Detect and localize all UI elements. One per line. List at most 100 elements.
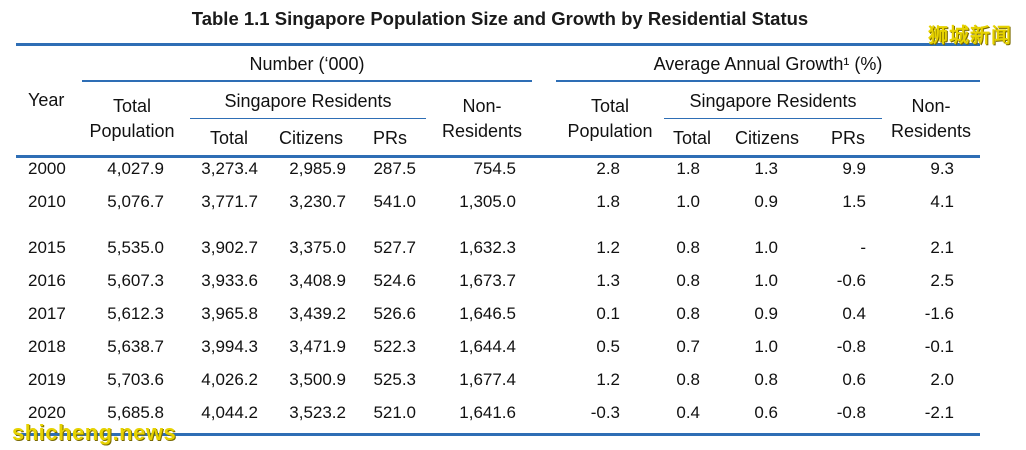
cell-year: 2016 (28, 271, 66, 290)
cell-growth-prs: - (860, 238, 866, 257)
header-singapore-residents: Singapore Residents (224, 91, 392, 111)
top-rule (16, 43, 980, 46)
cell-year: 2018 (28, 337, 66, 356)
cell-prs: 522.3 (373, 337, 416, 356)
header-number-group: Number (‘000) (249, 54, 365, 74)
cell-non-residents: 1,644.4 (459, 337, 516, 356)
cell-residents-total: 4,026.2 (201, 370, 258, 389)
cell-growth-citizens: 1.3 (754, 159, 778, 178)
cell-non-residents: 1,677.4 (459, 370, 516, 389)
cell-citizens: 3,230.7 (289, 192, 346, 211)
cell-growth-non-residents: 2.1 (930, 238, 954, 257)
cell-residents-total: 3,994.3 (201, 337, 258, 356)
cell-residents-total: 3,273.4 (201, 159, 258, 178)
header-growth-non-residents-2: Residents (890, 121, 972, 141)
cell-growth-total-population: -0.3 (590, 403, 620, 422)
cell-non-residents: 754.5 (473, 159, 516, 178)
cell-prs: 525.3 (373, 370, 416, 389)
cell-total-population: 5,076.7 (107, 192, 164, 211)
cell-non-residents: 1,641.6 (459, 403, 516, 422)
residents-rule-right (664, 118, 882, 119)
cell-growth-residents-total: 0.8 (676, 370, 700, 389)
cell-growth-residents-total: 1.0 (676, 192, 700, 211)
number-group-rule (82, 80, 532, 82)
cell-growth-citizens: 1.0 (754, 271, 778, 290)
header-residents-total: Total (209, 128, 249, 148)
cell-prs: 527.7 (373, 238, 416, 257)
cell-year: 2015 (28, 238, 66, 257)
cell-growth-total-population: 2.8 (596, 159, 620, 178)
cell-growth-non-residents: 9.3 (930, 159, 954, 178)
watermark-domain: shicheng.news (12, 420, 177, 445)
cell-prs: 524.6 (373, 271, 416, 290)
cell-total-population: 4,027.9 (107, 159, 164, 178)
cell-citizens: 3,471.9 (289, 337, 346, 356)
cell-growth-non-residents: 4.1 (930, 192, 954, 211)
cell-growth-prs: 9.9 (842, 159, 866, 178)
cell-residents-total: 3,965.8 (201, 304, 258, 323)
cell-growth-residents-total: 0.8 (676, 238, 700, 257)
cell-growth-total-population: 0.1 (596, 304, 620, 323)
header-growth-citizens: Citizens (734, 128, 800, 148)
cell-citizens: 3,375.0 (289, 238, 346, 257)
header-growth-prs: PRs (830, 128, 865, 148)
cell-prs: 287.5 (373, 159, 416, 178)
header-growth-total-population-1: Total (590, 96, 630, 116)
cell-growth-total-population: 0.5 (596, 337, 620, 356)
cell-year: 2020 (28, 403, 66, 422)
cell-year: 2019 (28, 370, 66, 389)
table-title: Table 1.1 Singapore Population Size and … (191, 8, 809, 29)
cell-growth-prs: 0.6 (842, 370, 866, 389)
cell-growth-citizens: 0.8 (754, 370, 778, 389)
header-growth-total-population-2: Population (567, 121, 653, 141)
cell-growth-non-residents: -0.1 (924, 337, 954, 356)
cell-non-residents: 1,305.0 (459, 192, 516, 211)
cell-citizens: 3,523.2 (289, 403, 346, 422)
header-non-residents-1: Non- (462, 96, 502, 116)
cell-residents-total: 3,933.6 (201, 271, 258, 290)
cell-growth-citizens: 0.6 (754, 403, 778, 422)
cell-growth-total-population: 1.2 (596, 370, 620, 389)
cell-total-population: 5,703.6 (107, 370, 164, 389)
cell-citizens: 3,439.2 (289, 304, 346, 323)
cell-growth-residents-total: 0.8 (676, 304, 700, 323)
cell-total-population: 5,685.8 (107, 403, 164, 422)
cell-citizens: 3,500.9 (289, 370, 346, 389)
cell-prs: 541.0 (373, 192, 416, 211)
cell-growth-citizens: 0.9 (754, 192, 778, 211)
cell-residents-total: 3,771.7 (201, 192, 258, 211)
cell-growth-citizens: 1.0 (754, 337, 778, 356)
cell-residents-total: 3,902.7 (201, 238, 258, 257)
cell-year: 2017 (28, 304, 66, 323)
cell-prs: 526.6 (373, 304, 416, 323)
header-prs: PRs (372, 128, 407, 148)
cell-total-population: 5,612.3 (107, 304, 164, 323)
cell-prs: 521.0 (373, 403, 416, 422)
header-growth-singapore-residents: Singapore Residents (689, 91, 857, 111)
cell-growth-prs: 0.4 (842, 304, 866, 323)
cell-year: 2010 (28, 192, 66, 211)
cell-growth-total-population: 1.3 (596, 271, 620, 290)
cell-growth-non-residents: 2.0 (930, 370, 954, 389)
header-bottom-rule (16, 155, 980, 158)
header-growth-non-residents-1: Non- (911, 96, 951, 116)
watermark-chinese: 狮城新闻 (928, 23, 1012, 47)
bottom-rule (16, 433, 980, 436)
cell-year: 2000 (28, 159, 66, 178)
cell-growth-residents-total: 0.8 (676, 271, 700, 290)
cell-growth-non-residents: -1.6 (924, 304, 954, 323)
header-total-population-2: Population (89, 121, 175, 141)
cell-citizens: 2,985.9 (289, 159, 346, 178)
cell-growth-residents-total: 0.4 (676, 403, 700, 422)
residents-rule-left (190, 118, 426, 119)
cell-growth-citizens: 1.0 (754, 238, 778, 257)
header-growth-residents-total: Total (672, 128, 712, 148)
cell-growth-residents-total: 1.8 (676, 159, 700, 178)
cell-growth-prs: -0.6 (836, 271, 866, 290)
cell-growth-citizens: 0.9 (754, 304, 778, 323)
cell-total-population: 5,638.7 (107, 337, 164, 356)
cell-total-population: 5,607.3 (107, 271, 164, 290)
cell-growth-non-residents: -2.1 (924, 403, 954, 422)
cell-growth-total-population: 1.2 (596, 238, 620, 257)
header-citizens: Citizens (278, 128, 344, 148)
